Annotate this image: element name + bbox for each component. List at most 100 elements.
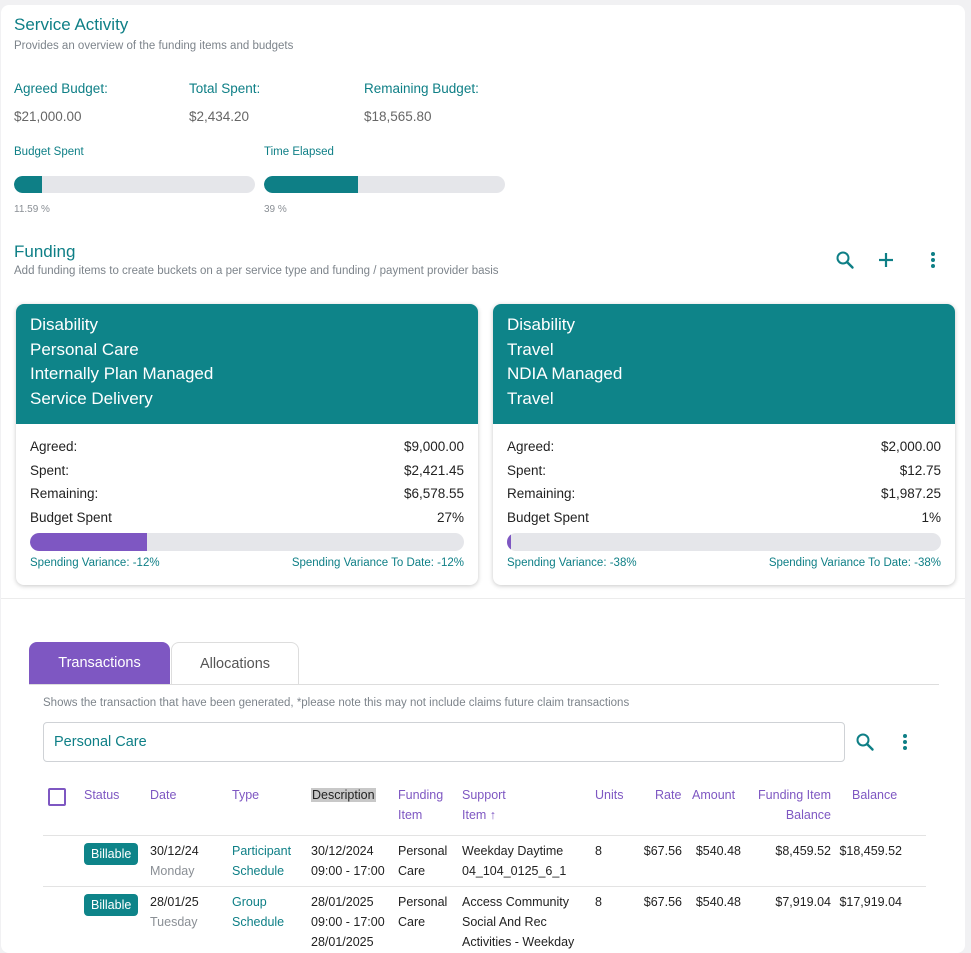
row-description-line2: 09:00 - 17:00 xyxy=(311,864,385,878)
row-funding-item-balance: $7,919.04 xyxy=(775,895,831,909)
more-vert-icon[interactable] xyxy=(893,730,917,754)
time-elapsed-label: Time Elapsed xyxy=(264,146,334,158)
header-support-item-line1: Support xyxy=(462,788,506,802)
row-support-line3: Activities - Weekday xyxy=(462,935,575,949)
row-balance: $17,919.04 xyxy=(839,895,902,909)
row-support-item: Access Community Social And Rec Activiti… xyxy=(462,892,574,952)
row-funding-item: Personal Care xyxy=(398,892,447,932)
spent-row: Spent: $2,421.45 xyxy=(30,463,464,478)
tab-allocations[interactable]: Allocations xyxy=(171,642,299,684)
row-rate: $67.56 xyxy=(643,895,682,909)
total-spent-value: $2,434.20 xyxy=(189,109,250,124)
funding-card-purpose: Service Delivery xyxy=(30,388,153,408)
service-activity-title: Service Activity xyxy=(14,15,129,34)
funding-card[interactable]: Disability Travel NDIA Managed Travel Ag… xyxy=(493,304,955,585)
header-rate[interactable]: Rate xyxy=(655,788,682,802)
row-amount: $540.48 xyxy=(695,844,741,858)
section-divider xyxy=(1,598,965,599)
table-row-divider xyxy=(43,886,926,887)
row-support-line1: Weekday Daytime xyxy=(462,844,564,858)
agreed-budget-value: $21,000.00 xyxy=(14,109,82,124)
agreed-value: $9,000.00 xyxy=(403,439,464,454)
spending-variance-to-date: Spending Variance To Date: -12% xyxy=(291,557,464,569)
budget-spent-value: 1% xyxy=(921,510,941,525)
funding-card-header: Disability Travel NDIA Managed Travel xyxy=(493,304,955,424)
remaining-value: $1,987.25 xyxy=(880,486,941,501)
card-budget-bar xyxy=(507,533,941,551)
row-type-line2: Schedule xyxy=(232,915,285,929)
header-balance[interactable]: Balance xyxy=(852,788,898,802)
budget-spent-percent: 11.59 % xyxy=(14,204,50,215)
time-elapsed-fill xyxy=(264,176,358,193)
service-activity-subtitle: Provides an overview of the funding item… xyxy=(14,40,294,52)
row-type-link[interactable]: Participant Schedule xyxy=(232,841,291,881)
spent-value: $2,421.45 xyxy=(403,463,464,478)
header-amount[interactable]: Amount xyxy=(692,788,736,802)
service-activity-page: Service Activity Provides an overview of… xyxy=(1,5,965,953)
header-units[interactable]: Units xyxy=(595,788,624,802)
transactions-note: Shows the transaction that have been gen… xyxy=(43,697,630,709)
spending-variance: Spending Variance: -12% xyxy=(30,557,160,569)
budget-spent-row: Budget Spent 1% xyxy=(507,510,941,525)
header-type[interactable]: Type xyxy=(232,788,260,802)
row-type-line1: Group xyxy=(232,895,267,909)
row-description-line1: 30/12/2024 xyxy=(311,844,374,858)
status-badge: Billable xyxy=(84,894,139,916)
plus-icon[interactable] xyxy=(874,248,898,272)
tab-transactions[interactable]: Transactions xyxy=(29,642,170,684)
funding-title: Funding xyxy=(14,242,76,261)
funding-card-category: Disability xyxy=(507,315,576,334)
remaining-row: Remaining: $1,987.25 xyxy=(507,486,941,501)
variance-row: Spending Variance: -38% Spending Varianc… xyxy=(507,557,941,569)
row-type-line1: Participant xyxy=(232,844,292,858)
budget-spent-label: Budget Spent xyxy=(14,146,84,158)
funding-card-management: Internally Plan Managed xyxy=(30,364,214,383)
select-all-checkbox[interactable] xyxy=(48,788,66,806)
agreed-label: Agreed: xyxy=(30,439,78,454)
agreed-label: Agreed: xyxy=(507,439,555,454)
status-badge: Billable xyxy=(84,843,139,865)
header-funding-item-line1: Funding xyxy=(398,788,444,802)
remaining-label: Remaining: xyxy=(30,486,99,501)
header-date[interactable]: Date xyxy=(150,788,177,802)
spent-row: Spent: $12.75 xyxy=(507,463,941,478)
more-vert-icon[interactable] xyxy=(921,248,945,272)
header-description[interactable]: Description xyxy=(311,785,376,805)
row-description-line1: 28/01/2025 xyxy=(311,895,374,909)
funding-card-service-type: Travel xyxy=(507,339,554,359)
agreed-row: Agreed: $9,000.00 xyxy=(30,439,464,454)
row-day: Tuesday xyxy=(150,915,198,929)
header-funding-item-balance[interactable]: Funding Item Balance xyxy=(758,785,831,825)
search-icon[interactable] xyxy=(833,248,857,272)
row-units: 8 xyxy=(595,895,602,909)
card-budget-bar xyxy=(30,533,464,551)
row-support-line2: Social And Rec xyxy=(462,915,547,929)
variance-row: Spending Variance: -12% Spending Varianc… xyxy=(30,557,464,569)
tab-underline xyxy=(29,684,939,685)
funding-card-category: Disability xyxy=(30,315,99,334)
header-funding-item-line2: Item xyxy=(398,808,423,822)
funding-card[interactable]: Disability Personal Care Internally Plan… xyxy=(16,304,478,585)
budget-spent-value: 27% xyxy=(436,510,464,525)
header-status[interactable]: Status xyxy=(84,788,120,802)
row-support-line2: 04_104_0125_6_1 xyxy=(462,864,567,878)
row-type-link[interactable]: Group Schedule xyxy=(232,892,284,932)
budget-spent-bar xyxy=(14,176,255,193)
row-amount: $540.48 xyxy=(695,895,741,909)
row-funding-line2: Care xyxy=(398,864,426,878)
header-fi-balance-line1: Funding Item xyxy=(758,788,831,802)
time-elapsed-percent: 39 % xyxy=(264,204,287,215)
agreed-budget-label: Agreed Budget: xyxy=(14,81,108,96)
budget-spent-label: Budget Spent xyxy=(507,510,589,525)
funding-card-service-type: Personal Care xyxy=(30,339,139,359)
header-support-item[interactable]: Support Item ↑ xyxy=(462,785,506,825)
row-support-line1: Access Community xyxy=(462,895,569,909)
row-day: Monday xyxy=(150,864,195,878)
table-row-divider xyxy=(43,835,926,836)
agreed-row: Agreed: $2,000.00 xyxy=(507,439,941,454)
search-icon[interactable] xyxy=(853,730,877,754)
transactions-search-input[interactable] xyxy=(43,722,845,762)
agreed-value: $2,000.00 xyxy=(880,439,941,454)
header-funding-item[interactable]: Funding Item xyxy=(398,785,443,825)
spent-label: Spent: xyxy=(30,463,70,478)
